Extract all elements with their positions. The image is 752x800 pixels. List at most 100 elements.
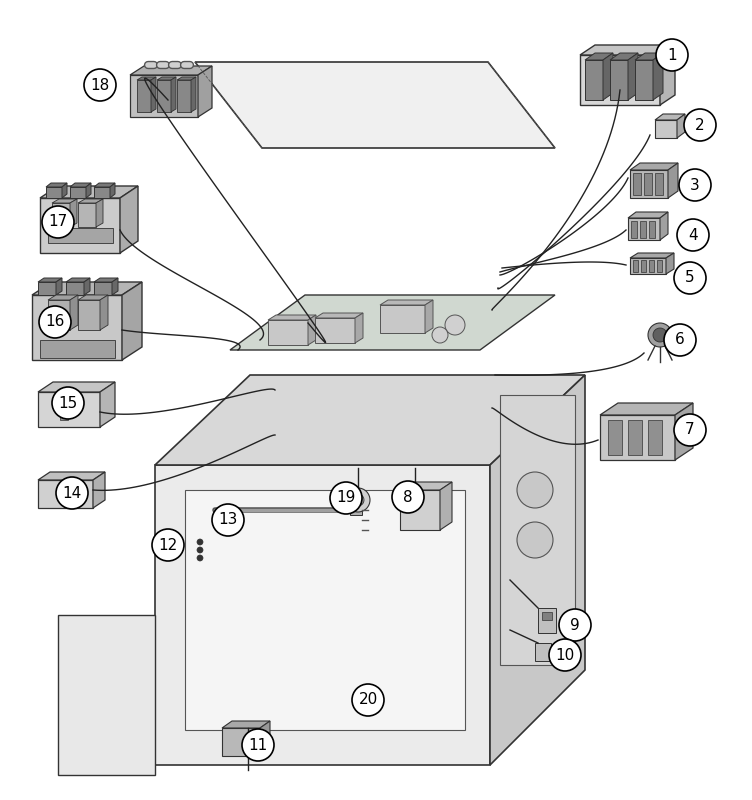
Polygon shape bbox=[112, 278, 118, 295]
Polygon shape bbox=[48, 300, 70, 330]
Circle shape bbox=[152, 529, 184, 561]
Polygon shape bbox=[425, 300, 433, 333]
Polygon shape bbox=[630, 258, 666, 274]
Circle shape bbox=[517, 522, 553, 558]
Text: 13: 13 bbox=[218, 513, 238, 527]
Polygon shape bbox=[86, 183, 91, 198]
Polygon shape bbox=[500, 395, 575, 665]
Polygon shape bbox=[32, 295, 122, 360]
Text: 12: 12 bbox=[159, 538, 177, 553]
Polygon shape bbox=[94, 282, 112, 295]
Polygon shape bbox=[185, 490, 465, 730]
Circle shape bbox=[677, 219, 709, 251]
Polygon shape bbox=[400, 482, 452, 490]
Polygon shape bbox=[542, 612, 552, 620]
Polygon shape bbox=[70, 199, 77, 227]
Polygon shape bbox=[400, 490, 440, 530]
Polygon shape bbox=[600, 403, 693, 415]
Polygon shape bbox=[70, 187, 86, 198]
Text: 19: 19 bbox=[336, 490, 356, 506]
Circle shape bbox=[648, 323, 672, 347]
Polygon shape bbox=[155, 465, 490, 765]
Circle shape bbox=[39, 306, 71, 338]
Circle shape bbox=[684, 109, 716, 141]
Polygon shape bbox=[657, 260, 662, 272]
Circle shape bbox=[52, 387, 84, 419]
Polygon shape bbox=[94, 278, 118, 282]
Polygon shape bbox=[177, 77, 196, 80]
Polygon shape bbox=[84, 278, 90, 295]
Circle shape bbox=[197, 539, 203, 545]
Polygon shape bbox=[628, 53, 638, 100]
Polygon shape bbox=[38, 278, 62, 282]
Polygon shape bbox=[610, 53, 638, 60]
Circle shape bbox=[559, 609, 591, 641]
Polygon shape bbox=[585, 53, 613, 60]
Circle shape bbox=[242, 729, 274, 761]
Polygon shape bbox=[628, 212, 668, 218]
Polygon shape bbox=[70, 295, 78, 330]
Polygon shape bbox=[535, 643, 551, 661]
Polygon shape bbox=[191, 77, 196, 112]
Polygon shape bbox=[655, 120, 677, 138]
Circle shape bbox=[352, 684, 384, 716]
Polygon shape bbox=[100, 382, 115, 427]
Polygon shape bbox=[260, 721, 270, 756]
Polygon shape bbox=[120, 186, 138, 253]
Polygon shape bbox=[78, 203, 96, 227]
Polygon shape bbox=[195, 62, 555, 148]
Polygon shape bbox=[222, 728, 260, 756]
Polygon shape bbox=[66, 278, 90, 282]
Text: 8: 8 bbox=[403, 490, 413, 505]
Polygon shape bbox=[649, 260, 654, 272]
Polygon shape bbox=[440, 482, 452, 530]
Polygon shape bbox=[660, 212, 668, 240]
Polygon shape bbox=[641, 260, 646, 272]
Polygon shape bbox=[38, 392, 100, 427]
Circle shape bbox=[197, 555, 203, 561]
Polygon shape bbox=[52, 199, 77, 203]
Polygon shape bbox=[644, 173, 652, 195]
Polygon shape bbox=[380, 305, 425, 333]
Circle shape bbox=[64, 399, 76, 411]
Polygon shape bbox=[230, 295, 555, 350]
Polygon shape bbox=[610, 60, 628, 100]
Polygon shape bbox=[137, 77, 156, 80]
Circle shape bbox=[517, 472, 553, 508]
Circle shape bbox=[84, 69, 116, 101]
Polygon shape bbox=[653, 53, 663, 100]
Circle shape bbox=[653, 328, 667, 342]
Polygon shape bbox=[122, 282, 142, 360]
Circle shape bbox=[664, 324, 696, 356]
Circle shape bbox=[346, 488, 370, 512]
Polygon shape bbox=[62, 183, 67, 198]
Text: 14: 14 bbox=[62, 486, 82, 501]
Circle shape bbox=[330, 482, 362, 514]
Polygon shape bbox=[580, 55, 660, 105]
Polygon shape bbox=[56, 278, 62, 295]
Polygon shape bbox=[48, 228, 113, 243]
Polygon shape bbox=[157, 77, 176, 80]
Polygon shape bbox=[32, 282, 142, 295]
Polygon shape bbox=[268, 315, 316, 320]
Polygon shape bbox=[608, 420, 622, 455]
Polygon shape bbox=[315, 313, 363, 318]
Polygon shape bbox=[93, 472, 105, 508]
Polygon shape bbox=[666, 253, 674, 274]
Text: 16: 16 bbox=[45, 314, 65, 330]
Polygon shape bbox=[130, 66, 212, 75]
Circle shape bbox=[674, 262, 706, 294]
Polygon shape bbox=[100, 295, 108, 330]
Polygon shape bbox=[640, 221, 646, 238]
Polygon shape bbox=[46, 183, 67, 187]
Polygon shape bbox=[38, 480, 93, 508]
Polygon shape bbox=[78, 295, 108, 300]
Polygon shape bbox=[585, 60, 603, 100]
Polygon shape bbox=[48, 295, 78, 300]
Text: 7: 7 bbox=[685, 422, 695, 438]
Polygon shape bbox=[171, 77, 176, 112]
Text: 15: 15 bbox=[59, 395, 77, 410]
Polygon shape bbox=[222, 721, 270, 728]
Polygon shape bbox=[633, 173, 641, 195]
Circle shape bbox=[56, 477, 88, 509]
